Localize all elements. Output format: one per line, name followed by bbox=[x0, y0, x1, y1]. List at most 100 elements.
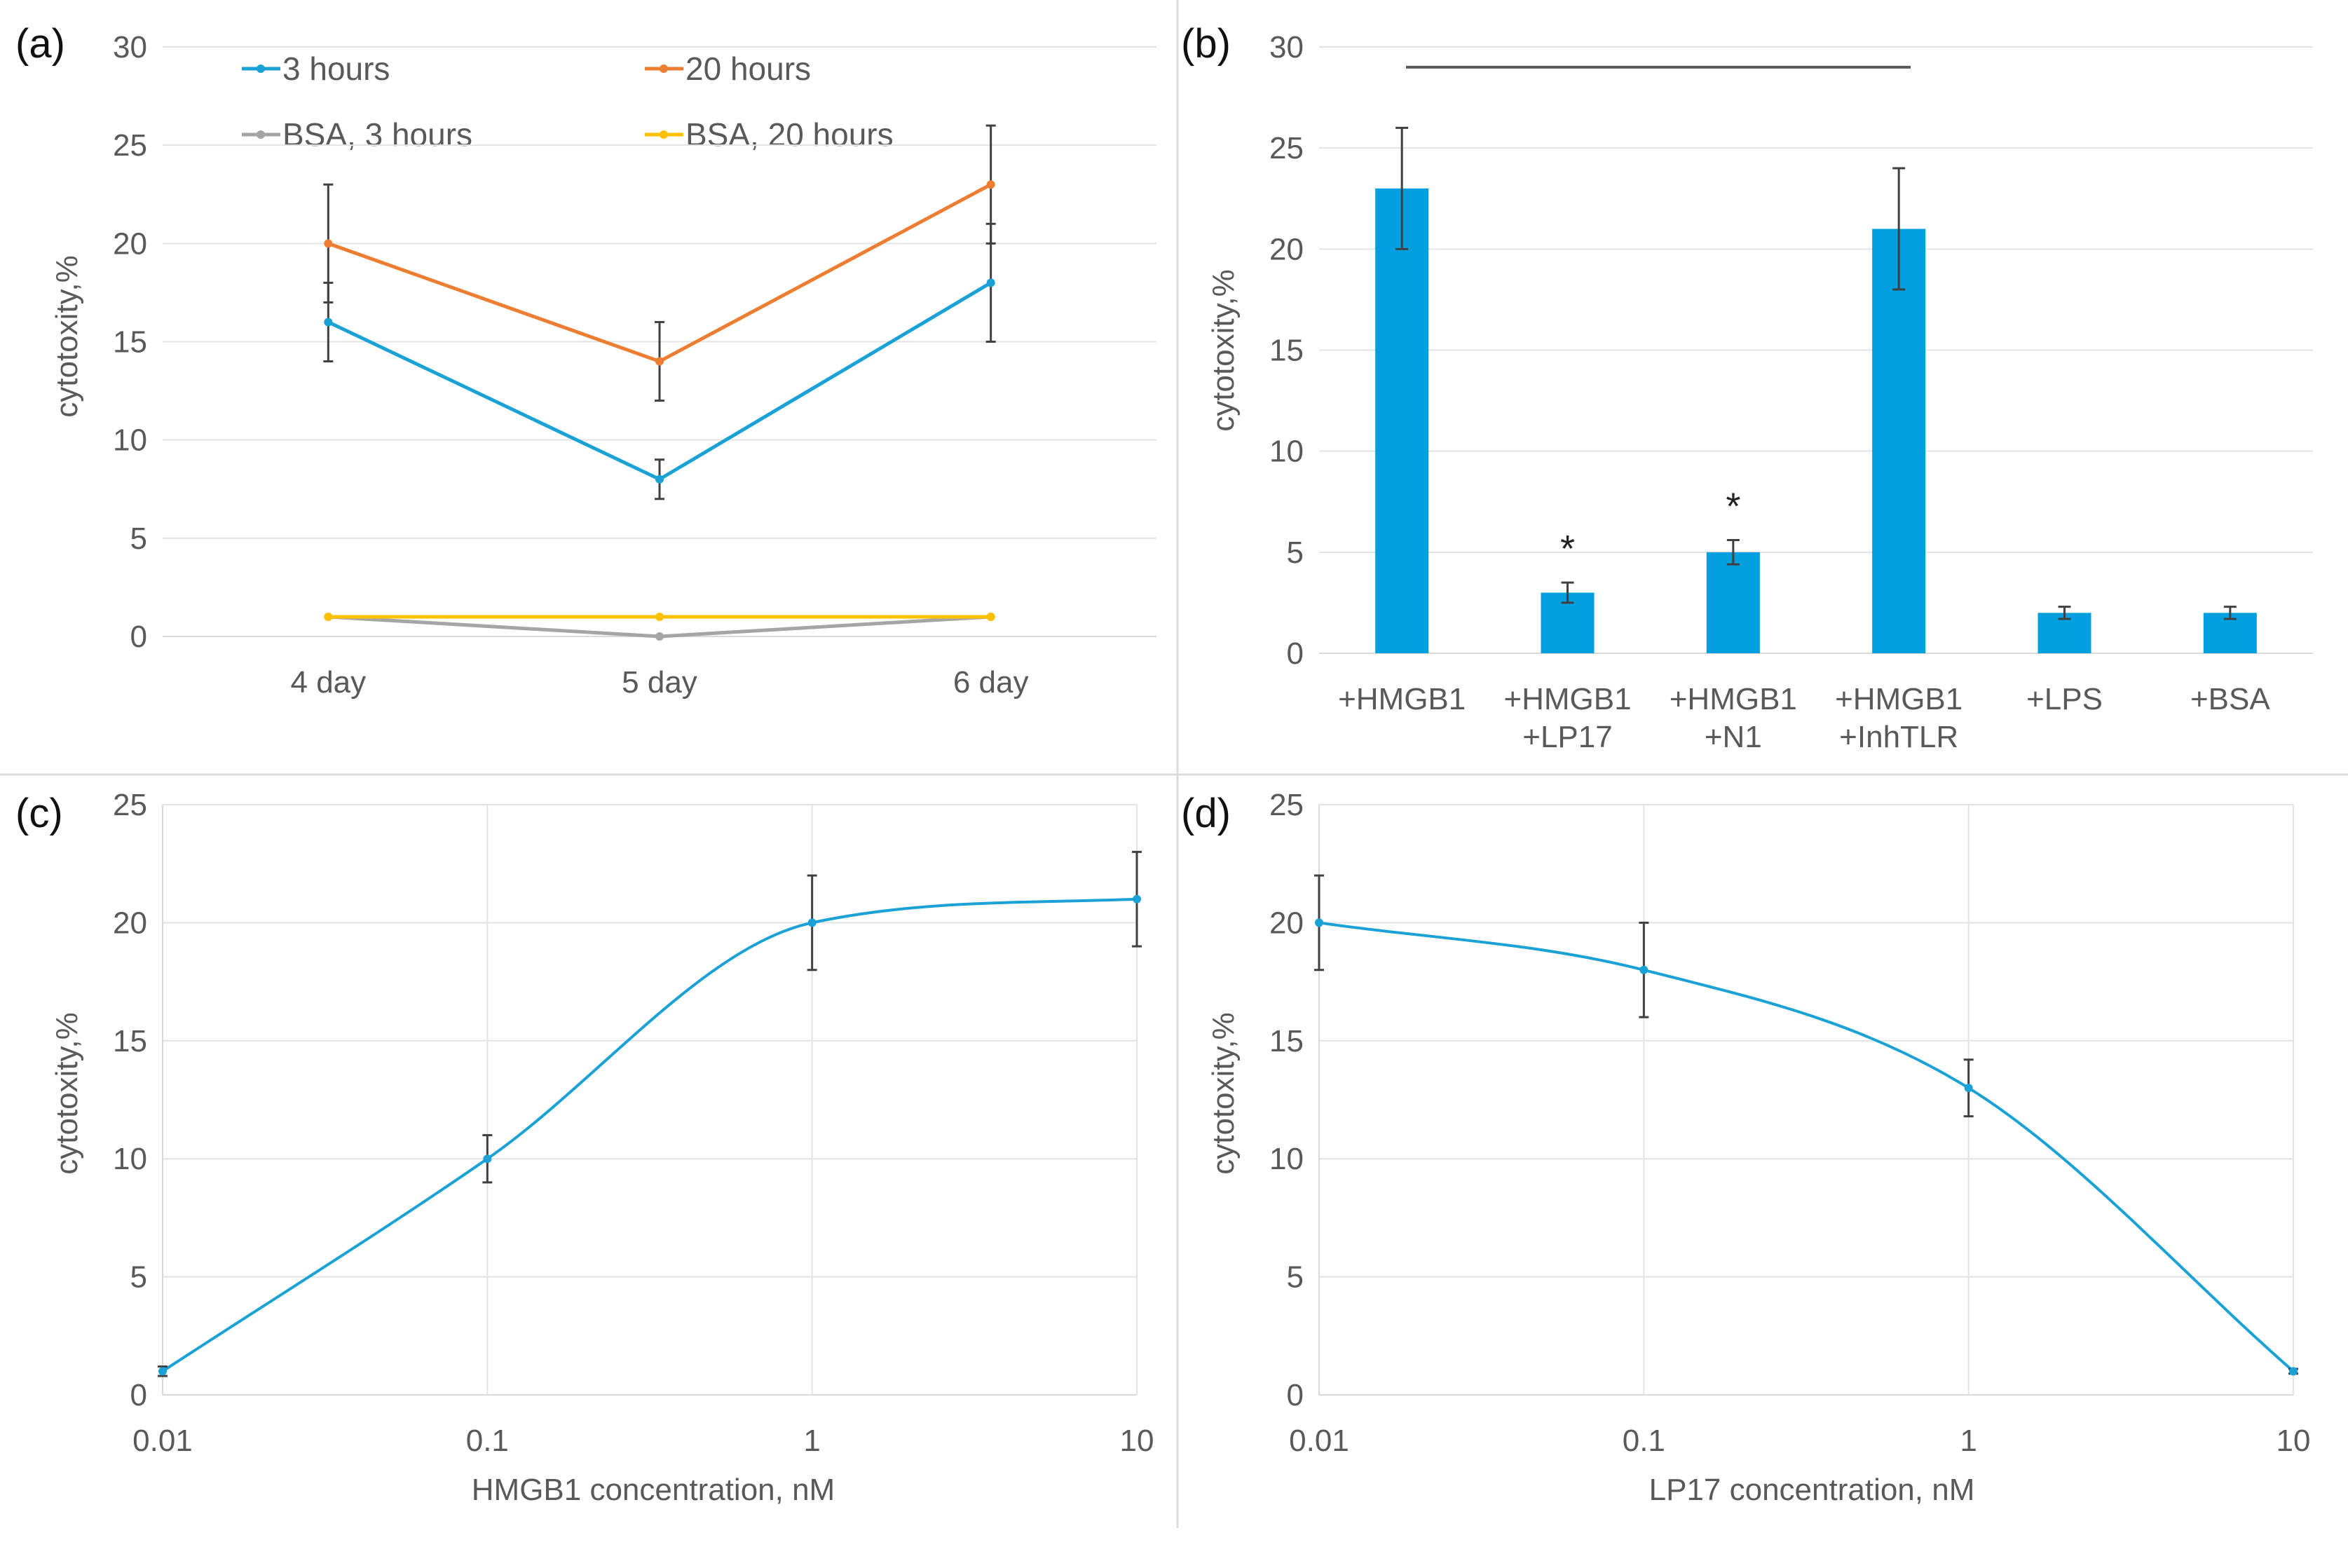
x-tick-label-c: 1 bbox=[803, 1424, 820, 1458]
x-axis-title-d: LP17 concentration, nM bbox=[1649, 1473, 1975, 1507]
x-tick-label-b: +BSA bbox=[2190, 682, 2270, 716]
legend-label-bsa-20-hours: BSA, 20 hours bbox=[685, 116, 894, 153]
x-tick-label-d: 0.01 bbox=[1289, 1424, 1349, 1458]
x-tick-label-b: +HMGB1 bbox=[1670, 682, 1797, 716]
x-tick-label-b: +LP17 bbox=[1522, 720, 1612, 754]
y-tick-label-b: 30 bbox=[1269, 30, 1304, 64]
significance-mark: * bbox=[1726, 486, 1740, 528]
y-tick-label-b: 10 bbox=[1269, 435, 1304, 469]
panel-label-d: (d) bbox=[1181, 791, 1231, 836]
x-tick-label-b: +HMGB1 bbox=[1835, 682, 1963, 716]
y-tick-label-c: 0 bbox=[130, 1378, 147, 1412]
y-tick-label-d: 10 bbox=[1269, 1142, 1304, 1176]
y-tick-label-b: 25 bbox=[1269, 131, 1304, 165]
legend-entry-bsa-3-hours: BSA, 3 hours bbox=[242, 116, 472, 153]
chart-panel-c: (c) cytotoxity,% HMGB1 concentration, nM… bbox=[15, 788, 1154, 1507]
panel-dividers bbox=[0, 0, 2348, 1528]
data-point-20-hours bbox=[655, 357, 664, 366]
y-tick-label-d: 0 bbox=[1287, 1378, 1304, 1412]
x-axis-title-c: HMGB1 concentration, nM bbox=[472, 1473, 835, 1507]
legend-label-20-hours: 20 hours bbox=[685, 50, 811, 87]
panel-label-b: (b) bbox=[1181, 21, 1231, 67]
y-tick-label-c: 5 bbox=[130, 1260, 147, 1295]
series-3-hours bbox=[323, 222, 996, 500]
legend-entry-bsa-20-hours: BSA, 20 hours bbox=[645, 116, 894, 153]
data-point-3-hours bbox=[655, 475, 664, 484]
y-tick-label-b: 20 bbox=[1269, 232, 1304, 266]
y-tick-label-d: 5 bbox=[1287, 1260, 1304, 1295]
data-point-bsa-3-hours bbox=[655, 632, 664, 641]
bar-hmgb1 bbox=[1375, 188, 1429, 653]
x-tick-label-b: +HMGB1 bbox=[1338, 682, 1466, 716]
y-axis-title-d: cytotoxity,% bbox=[1206, 1012, 1241, 1174]
data-point-c bbox=[1133, 894, 1141, 904]
chart-panel-d: (d) cytotoxity,% LP17 concentration, nM … bbox=[1181, 788, 2310, 1507]
y-tick-label-b: 0 bbox=[1287, 636, 1304, 671]
x-tick-label-d: 1 bbox=[1960, 1424, 1977, 1458]
y-tick-label-b: 5 bbox=[1287, 536, 1304, 570]
y-axis-title-b: cytotoxity,% bbox=[1206, 269, 1241, 431]
y-tick-label-c: 20 bbox=[113, 906, 147, 940]
legend-label-bsa-3-hours: BSA, 3 hours bbox=[282, 116, 472, 153]
bar-hmgb1-inhtlr bbox=[1872, 229, 1926, 653]
chart-panel-a: (a) cytotoxity,% 3 hours 20 hours BSA, 3… bbox=[15, 21, 1156, 700]
significance-mark: * bbox=[1560, 528, 1575, 570]
legend-marker-20-hours bbox=[660, 64, 668, 73]
data-point-bsa-20-hours bbox=[324, 612, 333, 621]
data-point-20-hours bbox=[986, 180, 995, 189]
legend-marker-bsa-3-hours bbox=[257, 130, 265, 139]
y-axis-title-a: cytotoxity,% bbox=[50, 255, 84, 417]
y-tick-label-d: 15 bbox=[1269, 1024, 1304, 1058]
data-point-bsa-20-hours bbox=[655, 612, 664, 621]
x-tick-label-d: 10 bbox=[2277, 1424, 2311, 1458]
y-tick-label-a: 5 bbox=[130, 521, 147, 556]
series-bsa-20-hours bbox=[324, 612, 995, 621]
x-tick-label-a: 6 day bbox=[953, 665, 1029, 700]
data-point-c bbox=[483, 1154, 492, 1164]
y-tick-label-a: 10 bbox=[113, 423, 147, 458]
data-point-d bbox=[2289, 1367, 2298, 1376]
series-line-c bbox=[161, 897, 1138, 1372]
y-tick-label-a: 25 bbox=[113, 128, 147, 163]
x-tick-label-c: 0.01 bbox=[132, 1424, 193, 1458]
data-point-d bbox=[1315, 918, 1323, 927]
x-tick-label-b: +HMGB1 bbox=[1503, 682, 1631, 716]
y-tick-label-a: 15 bbox=[113, 325, 147, 360]
legend-marker-bsa-20-hours bbox=[660, 130, 668, 139]
legend-label-3-hours: 3 hours bbox=[282, 50, 390, 87]
x-tick-label-c: 10 bbox=[1120, 1424, 1154, 1458]
data-point-3-hours bbox=[324, 318, 333, 327]
y-tick-label-d: 20 bbox=[1269, 906, 1304, 940]
y-tick-label-a: 20 bbox=[113, 226, 147, 261]
x-tick-label-c: 0.1 bbox=[466, 1424, 509, 1458]
y-tick-label-c: 15 bbox=[113, 1024, 147, 1058]
x-tick-label-b: +N1 bbox=[1705, 720, 1762, 754]
data-point-d bbox=[1964, 1084, 1973, 1093]
y-tick-label-c: 10 bbox=[113, 1142, 147, 1176]
x-tick-label-b: +LPS bbox=[2026, 682, 2103, 716]
y-axis-title-c: cytotoxity,% bbox=[50, 1012, 84, 1174]
x-tick-label-b: +InhTLR bbox=[1839, 720, 1958, 754]
data-point-c bbox=[807, 918, 817, 927]
data-point-3-hours bbox=[986, 278, 995, 287]
data-point-c bbox=[158, 1367, 167, 1376]
data-point-d bbox=[1639, 965, 1649, 974]
y-tick-label-b: 15 bbox=[1269, 334, 1304, 368]
legend-entry-20-hours: 20 hours bbox=[645, 50, 811, 87]
data-point-20-hours bbox=[324, 239, 333, 248]
x-tick-label-d: 0.1 bbox=[1623, 1424, 1665, 1458]
y-tick-label-a: 30 bbox=[113, 30, 147, 64]
y-tick-label-a: 0 bbox=[130, 620, 147, 654]
chart-panel-b: (b) cytotoxity,% 0 5 10 15 20 25 30 +HMGB1 * +HMG… bbox=[1181, 21, 2313, 754]
x-tick-label-a: 4 day bbox=[291, 665, 367, 700]
y-tick-label-c: 25 bbox=[113, 788, 147, 822]
panel-label-c: (c) bbox=[15, 791, 63, 836]
x-tick-label-a: 5 day bbox=[622, 665, 697, 700]
bar-hmgb1-n1 bbox=[1706, 552, 1760, 653]
legend-marker-3-hours bbox=[257, 64, 265, 73]
panel-label-a: (a) bbox=[15, 21, 65, 67]
y-tick-label-d: 25 bbox=[1269, 788, 1304, 822]
legend-entry-3-hours: 3 hours bbox=[242, 50, 390, 87]
series-line-d bbox=[1318, 921, 2295, 1372]
